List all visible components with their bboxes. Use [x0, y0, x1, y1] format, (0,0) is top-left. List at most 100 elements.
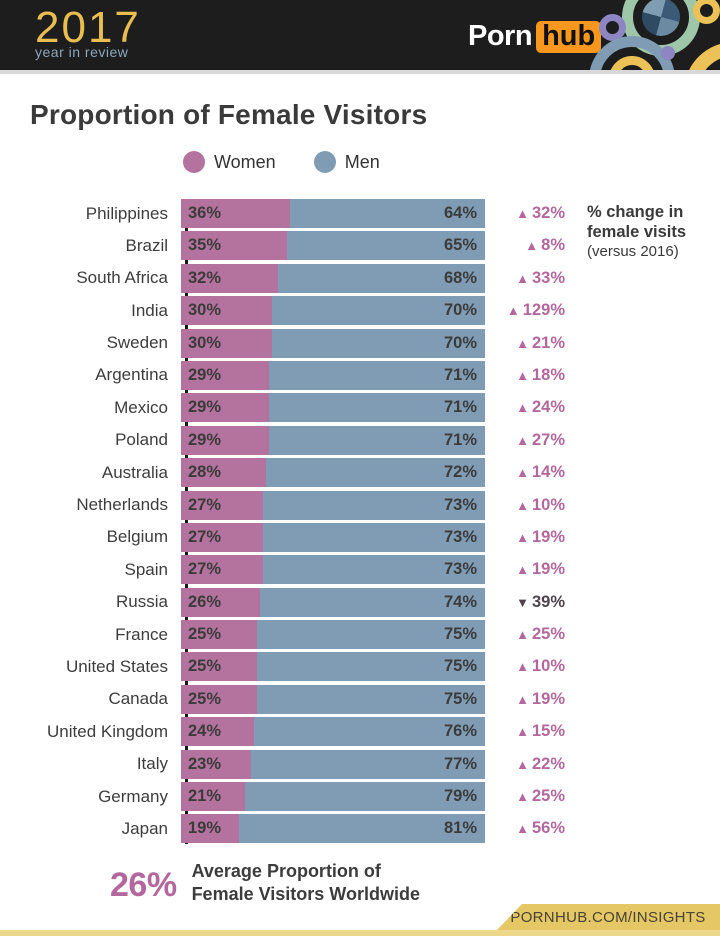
- page-title: Proportion of Female Visitors: [30, 99, 428, 130]
- table-row: India 30% 70% ▲ 129%: [0, 296, 720, 326]
- country-label: Spain: [124, 559, 168, 579]
- country-label: Italy: [136, 754, 168, 774]
- change-percent: 27%: [531, 430, 565, 449]
- men-percent-label: 70%: [443, 301, 477, 320]
- stacked-bar: 35% 65%: [181, 231, 485, 261]
- tagline-text: year in review: [35, 44, 129, 60]
- change-percent: 39%: [531, 592, 565, 611]
- men-percent-label: 76%: [443, 722, 477, 741]
- women-color-dot-icon: [183, 151, 205, 173]
- country-label: Sweden: [106, 333, 168, 353]
- table-row: South Africa 32% 68% ▲ 33%: [0, 263, 720, 293]
- change-percent: 10%: [531, 657, 565, 676]
- annotation-line2: female visits: [587, 223, 687, 241]
- insights-url-ribbon[interactable]: PORNHUB.COM/INSIGHTS: [496, 904, 720, 931]
- men-percent-label: 75%: [443, 625, 477, 644]
- change-percent: 19%: [531, 689, 565, 708]
- triangle-icon: ▲: [516, 400, 529, 416]
- women-bar-segment: [181, 490, 264, 520]
- table-row: Sweden 30% 70% ▲ 21%: [0, 328, 720, 358]
- country-label: Netherlands: [76, 495, 168, 515]
- table-row: Canada 25% 75% ▲ 19%: [0, 684, 720, 714]
- average-label-line2: Female Visitors Worldwide: [191, 884, 420, 904]
- country-label: Argentina: [95, 365, 168, 385]
- y-axis-line: [185, 199, 188, 844]
- change-value: ▲ 25%: [485, 782, 565, 811]
- men-percent-label: 79%: [443, 787, 477, 806]
- pie-circle-icon: [642, 0, 680, 36]
- men-percent-label: 68%: [443, 268, 477, 287]
- women-bar-segment: [181, 782, 245, 812]
- stacked-bar: 27% 73%: [181, 555, 485, 585]
- change-value: ▲ 18%: [485, 361, 565, 390]
- women-percent-label: 35%: [188, 236, 222, 255]
- average-value: 26%: [110, 866, 177, 904]
- triangle-icon: ▲: [516, 789, 529, 805]
- women-bar-segment: [181, 263, 279, 293]
- table-row: Netherlands 27% 73% ▲ 10%: [0, 490, 720, 520]
- change-percent: 18%: [531, 365, 565, 384]
- women-bar-segment: [181, 393, 270, 423]
- change-percent: 32%: [531, 204, 565, 222]
- country-label: Brazil: [125, 235, 168, 255]
- women-bar-segment: [181, 360, 270, 390]
- triangle-icon: ▲: [516, 432, 529, 448]
- circle-icon: [599, 14, 626, 41]
- women-percent-label: 27%: [188, 495, 222, 514]
- circle-icon: [713, 72, 720, 74]
- triangle-icon: ▲: [516, 497, 529, 513]
- stacked-bar: 27% 73%: [181, 490, 485, 520]
- change-value: ▲ 10%: [485, 491, 565, 520]
- women-bar-segment: [181, 717, 254, 747]
- change-percent: 8%: [541, 236, 565, 255]
- change-percent: 56%: [531, 819, 565, 838]
- men-percent-label: 73%: [443, 527, 477, 546]
- average-callout: 26% Average Proportion of Female Visitor…: [110, 860, 420, 906]
- country-label: Japan: [121, 818, 168, 838]
- men-color-dot-icon: [313, 151, 336, 173]
- women-percent-label: 23%: [188, 754, 222, 773]
- women-percent-label: 25%: [188, 657, 222, 676]
- legend-item-men: Men: [313, 151, 380, 173]
- men-percent-label: 71%: [443, 365, 477, 384]
- stacked-bar: 36% 64%: [181, 199, 485, 228]
- women-percent-label: 19%: [188, 819, 222, 838]
- stacked-bar: 29% 71%: [181, 393, 485, 423]
- triangle-icon: ▲: [516, 562, 529, 578]
- women-bar-segment: [181, 231, 288, 261]
- men-percent-label: 71%: [443, 430, 477, 449]
- stacked-bar: 24% 76%: [181, 717, 485, 747]
- women-percent-label: 25%: [188, 625, 222, 644]
- change-percent: 22%: [531, 754, 565, 773]
- women-percent-label: 30%: [188, 333, 222, 352]
- table-row: Spain 27% 73% ▲ 19%: [0, 555, 720, 585]
- stacked-bar: 19% 81%: [181, 814, 485, 844]
- change-percent: 24%: [531, 398, 565, 417]
- change-percent: 15%: [531, 722, 565, 741]
- stacked-bar: 26% 74%: [181, 587, 485, 617]
- triangle-icon: ▲: [516, 821, 529, 837]
- stacked-bar: 29% 71%: [181, 425, 485, 455]
- women-percent-label: 29%: [188, 398, 222, 417]
- women-percent-label: 36%: [188, 204, 222, 222]
- stacked-bar: 28% 72%: [181, 458, 485, 488]
- change-value: ▲ 56%: [485, 814, 565, 843]
- triangle-icon: ▲: [516, 627, 529, 643]
- change-value: ▲ 10%: [485, 652, 565, 681]
- table-row: Australia 28% 72% ▲ 14%: [0, 458, 720, 488]
- table-row: Argentina 29% 71% ▲ 18%: [0, 360, 720, 390]
- men-percent-label: 77%: [443, 754, 477, 773]
- circle-icon: [693, 0, 720, 24]
- legend: Women Men: [183, 151, 404, 173]
- men-percent-label: 71%: [443, 398, 477, 417]
- change-percent: 19%: [531, 527, 565, 546]
- women-percent-label: 25%: [188, 689, 222, 708]
- change-value: ▲ 19%: [485, 523, 565, 552]
- stacked-bar: 29% 71%: [181, 360, 485, 390]
- women-bar-segment: [181, 684, 257, 714]
- change-value: ▲ 14%: [485, 458, 565, 487]
- triangle-icon: ▲: [516, 691, 529, 707]
- change-column-annotation: % change in female visits (versus 2016): [587, 202, 686, 262]
- country-label: South Africa: [76, 268, 168, 288]
